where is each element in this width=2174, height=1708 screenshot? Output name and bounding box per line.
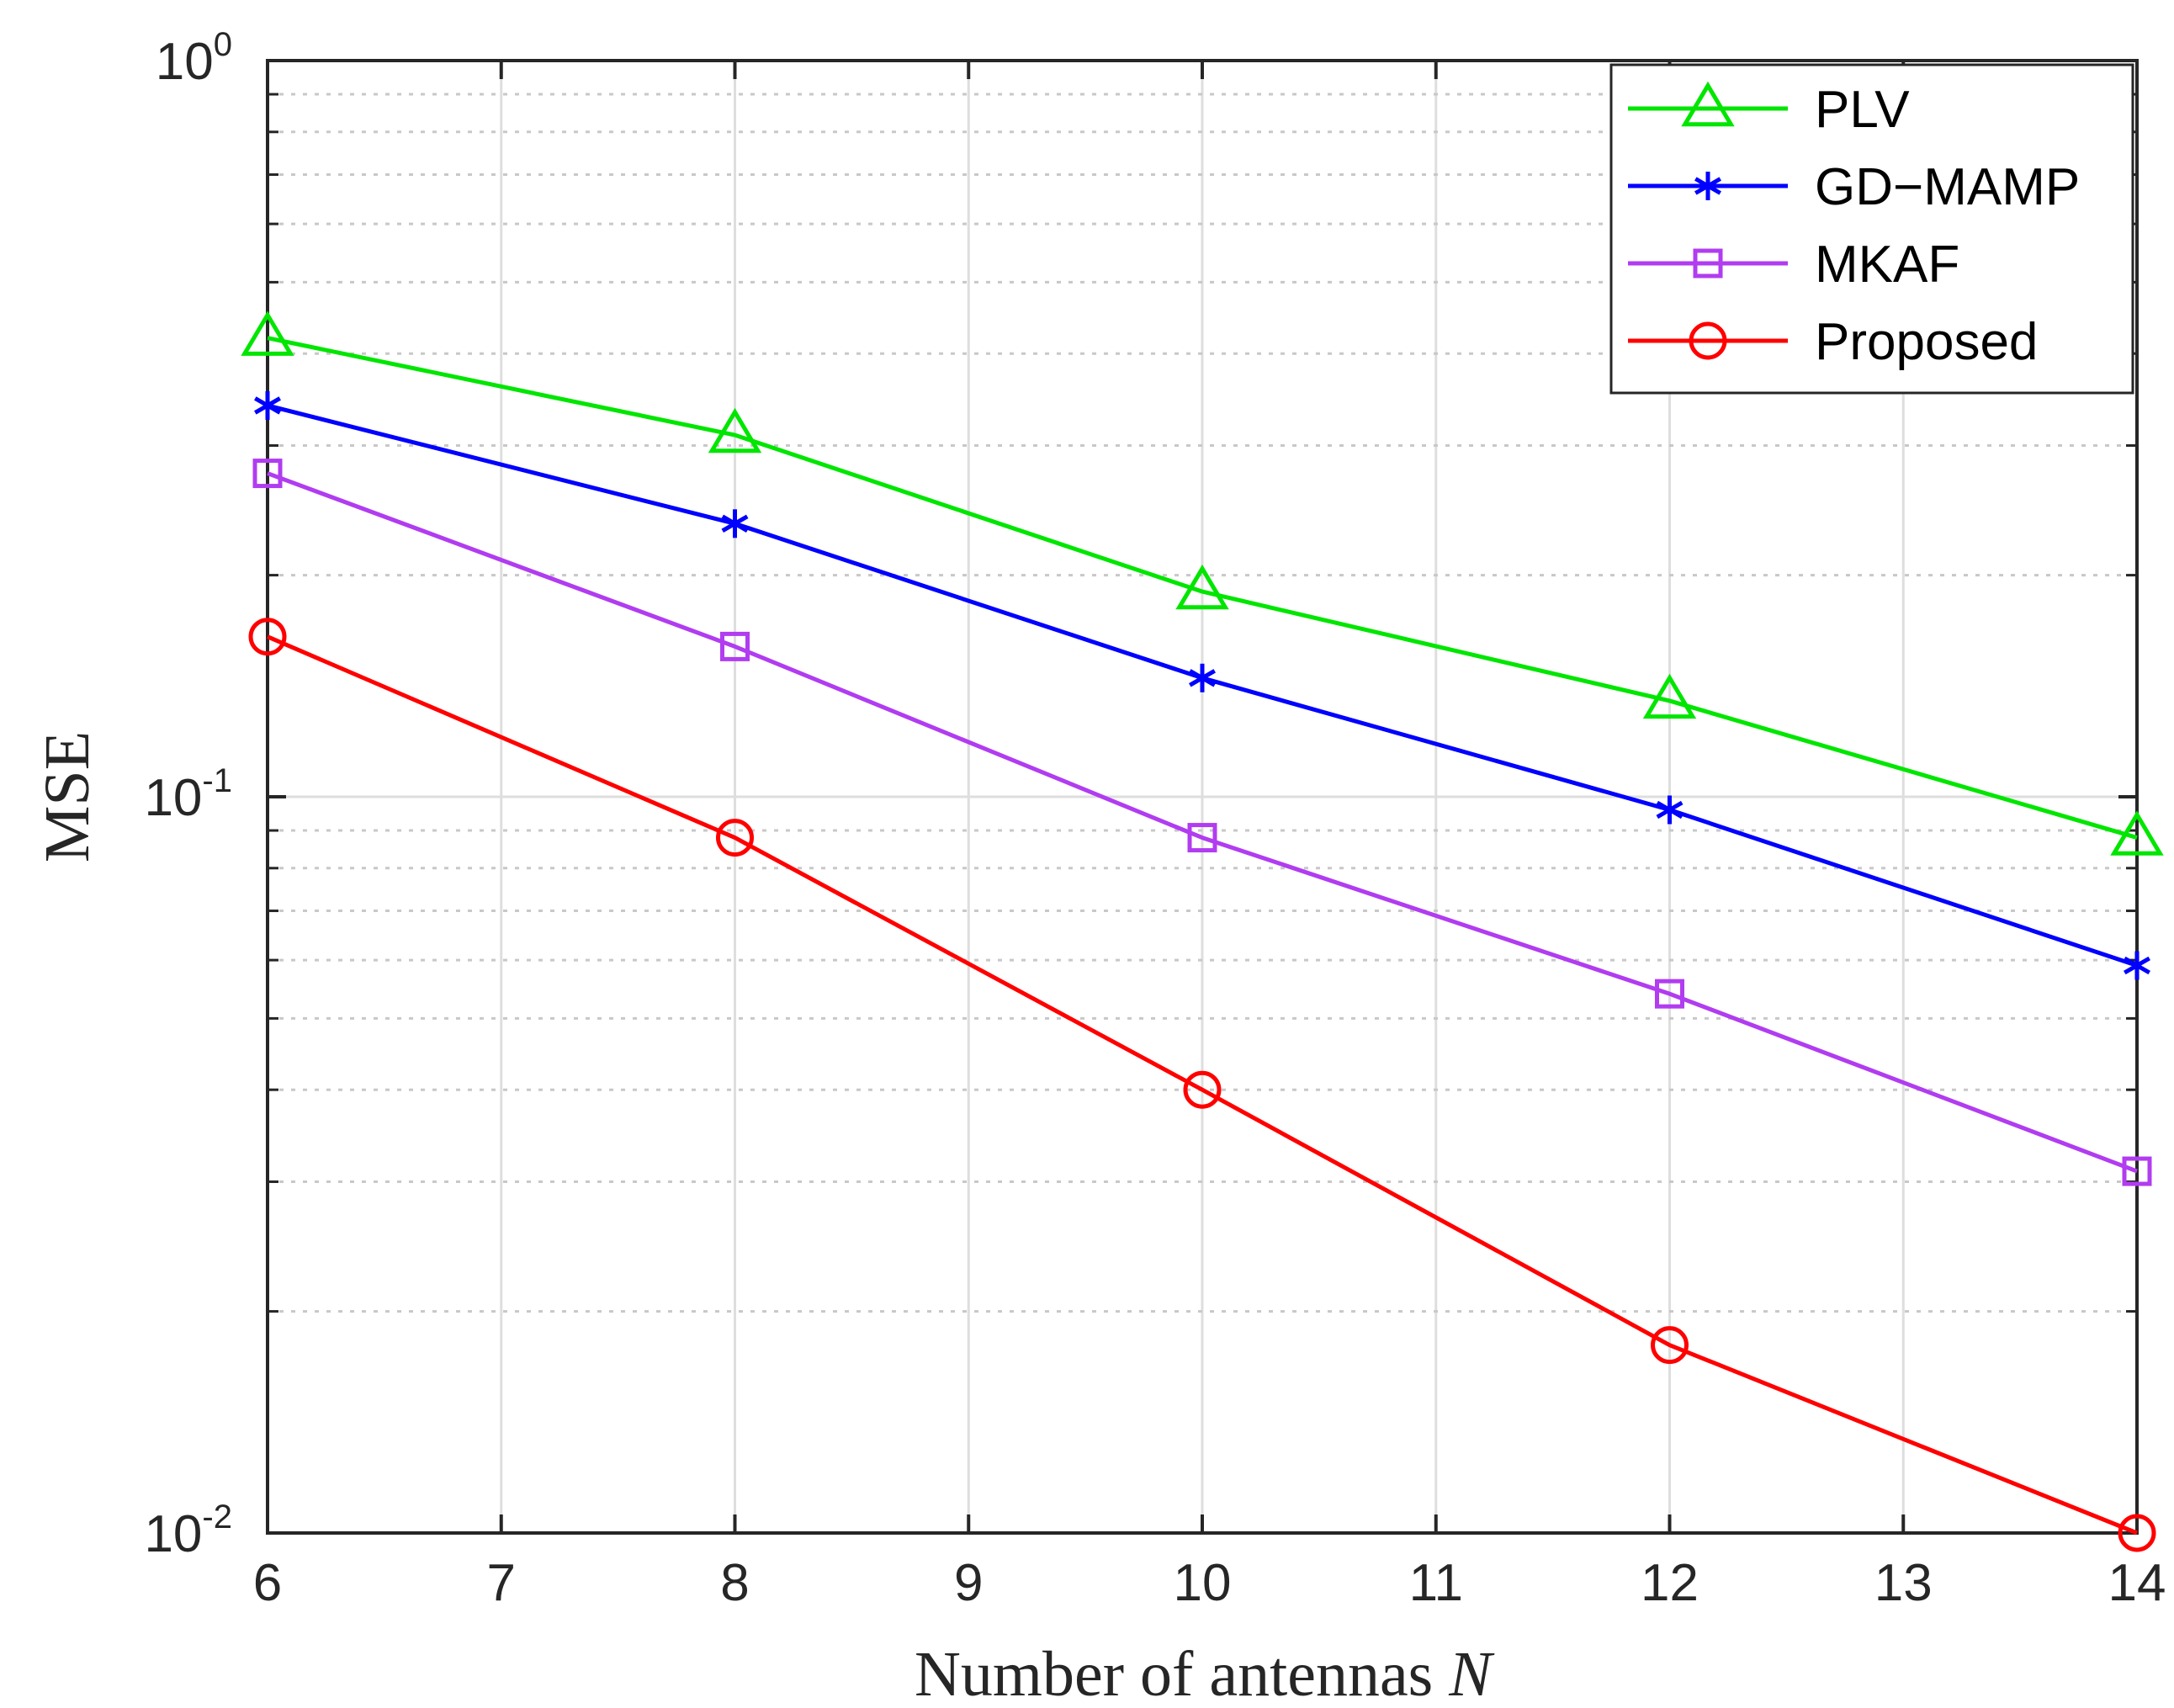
square-marker	[1693, 248, 1723, 278]
series-proposed	[248, 618, 2156, 1552]
legend-label: Proposed	[1815, 313, 2038, 371]
x-tick-label: 7	[487, 1554, 516, 1612]
star-marker	[2124, 951, 2150, 980]
series-line-proposed	[267, 634, 2138, 1536]
circle-marker	[248, 618, 287, 656]
y-tick-label: 100	[156, 26, 232, 91]
triangle-marker	[1642, 673, 1697, 719]
x-tick-label: 10	[1174, 1554, 1232, 1612]
star-marker-stroke	[254, 396, 281, 415]
star-marker-stroke	[2124, 956, 2150, 975]
data-point-gd-mamp	[1189, 663, 1216, 692]
data-point-proposed	[2118, 1514, 2156, 1552]
square-marker	[2122, 1156, 2152, 1186]
series-plv	[241, 310, 2164, 856]
legend-entry-plv: PLV	[1628, 81, 1910, 139]
y-tick-label-exponent: -1	[202, 762, 232, 799]
circle-marker	[1183, 1070, 1222, 1109]
circle-marker	[2118, 1514, 2156, 1552]
y-tick-label-base: 10	[144, 1505, 202, 1563]
star-marker	[1656, 795, 1684, 825]
series-line-mkaf	[267, 471, 2138, 1174]
triangle-marker	[241, 310, 294, 356]
data-point-plv	[1642, 673, 1697, 719]
data-point-plv	[708, 407, 762, 454]
data-point-proposed	[1651, 1326, 1689, 1365]
data-point-gd-mamp	[254, 390, 281, 420]
data-point-gd-mamp	[2124, 951, 2150, 980]
legend-label: GD−MAMP	[1815, 158, 2080, 216]
circle-marker	[1689, 321, 1727, 360]
legend-box	[1609, 63, 2134, 395]
x-tick-label: 9	[954, 1554, 983, 1612]
x-tick-label: 8	[720, 1554, 749, 1612]
legend-entry-mkaf: MKAF	[1628, 236, 1959, 294]
x-tick-label: 6	[253, 1554, 282, 1612]
data-point-mkaf	[252, 459, 283, 489]
square-marker	[252, 459, 283, 489]
circle-marker	[716, 819, 754, 857]
x-axis-title: Number of antennas N	[915, 1639, 1495, 1708]
data-point-plv	[241, 310, 294, 356]
grid	[268, 61, 2137, 1533]
triangle-marker	[708, 407, 762, 454]
triangle-marker	[2110, 810, 2164, 856]
data-point-gd-mamp	[1656, 795, 1684, 825]
star-marker-stroke	[1656, 800, 1684, 820]
legend: PLV GD−MAMP MKAF Proposed	[1609, 63, 2134, 395]
x-tick-label: 12	[1641, 1554, 1699, 1612]
star-marker-stroke	[721, 514, 749, 533]
series-mkaf	[252, 459, 2152, 1186]
data-point-proposed	[716, 819, 754, 857]
x-tick-label: 11	[1409, 1554, 1463, 1612]
star-marker	[1189, 663, 1216, 692]
data-point-proposed	[248, 618, 287, 656]
y-tick-label-base: 10	[144, 769, 202, 827]
legend-label: PLV	[1815, 81, 1910, 139]
x-axis-title-text: Number of antennas	[915, 1639, 1433, 1708]
series-line-plv	[267, 336, 2138, 840]
legend-label: MKAF	[1815, 236, 1959, 294]
series	[241, 310, 2164, 1552]
data-point-mkaf	[1655, 979, 1684, 1009]
data-point-plv	[2110, 810, 2164, 856]
square-marker	[720, 631, 750, 661]
x-axis-variable: N	[1448, 1639, 1495, 1708]
triangle-marker	[1681, 81, 1735, 127]
data-point-mkaf	[720, 631, 750, 661]
y-axis-title: MSE	[32, 731, 103, 862]
data-point-mkaf	[1187, 823, 1217, 853]
data-point-proposed	[1183, 1070, 1222, 1109]
y-tick-label-base: 10	[156, 33, 214, 91]
legend-entry-gd-mamp: GD−MAMP	[1628, 158, 2080, 216]
square-marker	[1187, 823, 1217, 853]
star-marker	[1694, 172, 1721, 200]
x-tick-label: 13	[1874, 1554, 1933, 1612]
data-point-mkaf	[2122, 1156, 2152, 1186]
triangle-marker	[1175, 564, 1229, 610]
y-tick-label: 10-2	[144, 1498, 232, 1563]
star-marker-stroke	[1694, 177, 1721, 195]
star-marker	[721, 509, 749, 538]
x-tick-label: 14	[2108, 1554, 2166, 1612]
circle-marker	[1651, 1326, 1689, 1365]
star-marker	[254, 390, 281, 420]
series-gd-mamp	[254, 390, 2150, 980]
square-marker	[1655, 979, 1684, 1009]
star-marker-stroke	[1189, 669, 1216, 687]
y-tick-label-exponent: -2	[202, 1498, 232, 1536]
y-tick-label: 10-1	[144, 762, 232, 827]
data-point-gd-mamp	[721, 509, 749, 538]
y-tick-label-exponent: 0	[214, 26, 232, 63]
legend-entry-proposed: Proposed	[1628, 313, 2038, 371]
data-point-plv	[1175, 564, 1229, 610]
